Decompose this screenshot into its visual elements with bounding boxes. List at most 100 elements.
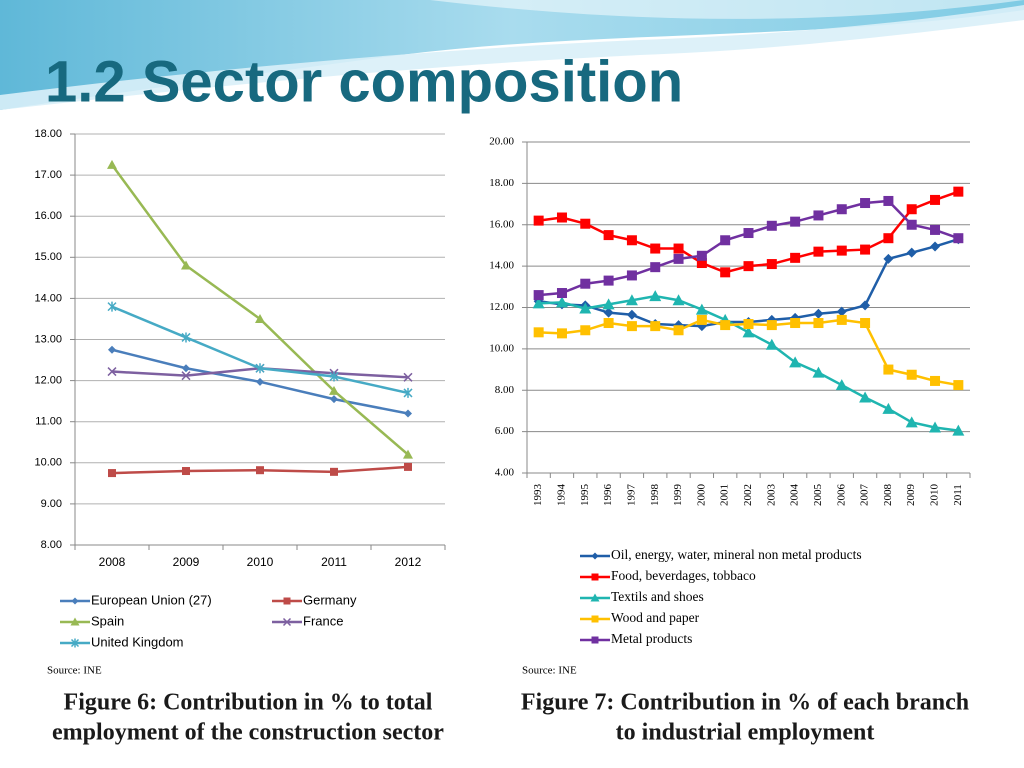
x-tick-label: 2005 (812, 484, 824, 507)
data-point (181, 332, 191, 343)
x-tick-label: 2009 (173, 555, 200, 569)
data-point (766, 320, 777, 331)
data-point (181, 371, 191, 381)
legend-label: Metal products (611, 631, 692, 646)
data-point (789, 356, 802, 368)
x-tick-label: 2010 (929, 484, 941, 507)
data-point (182, 467, 190, 476)
y-tick-label: 10.00 (489, 342, 514, 354)
x-tick-label: 2001 (719, 484, 731, 506)
data-point (556, 328, 567, 339)
x-tick-label: 2002 (742, 484, 754, 506)
data-point (742, 326, 755, 338)
data-point (108, 469, 116, 478)
data-point (556, 288, 567, 299)
x-tick-label: 2007 (859, 484, 871, 507)
data-point (650, 243, 661, 254)
legend-marker (591, 615, 599, 623)
data-point (626, 270, 637, 281)
y-tick-label: 20.00 (489, 136, 514, 148)
x-tick-label: 2006 (835, 484, 847, 507)
legend-marker (591, 636, 599, 644)
data-point (860, 198, 871, 209)
data-point (883, 364, 894, 375)
legend-marker (70, 638, 80, 648)
data-point (603, 275, 614, 286)
data-point (953, 186, 964, 197)
x-tick-label: 1994 (556, 484, 568, 507)
data-point (107, 367, 117, 377)
legend-marker (591, 573, 599, 581)
x-tick-label: 1993 (532, 484, 544, 507)
legend-label: France (303, 613, 343, 628)
caption: employment of the construction sector (52, 720, 444, 746)
legend-marker (282, 617, 292, 627)
data-point (930, 224, 941, 235)
slide-title: 1.2 Sector composition (45, 49, 683, 114)
y-tick-label: 17.00 (34, 169, 62, 181)
data-point (256, 466, 264, 475)
series-line (110, 164, 409, 456)
data-point (533, 327, 544, 338)
legend-label: European Union (27) (91, 592, 212, 607)
caption: Figure 6: Contribution in % to total (64, 690, 433, 716)
data-point (743, 319, 754, 330)
data-point (182, 364, 190, 373)
data-point (673, 325, 684, 336)
data-point (696, 314, 707, 325)
data-point (603, 307, 614, 318)
y-tick-label: 9.00 (41, 498, 62, 510)
data-point (813, 246, 824, 257)
data-point (836, 306, 847, 317)
data-point (329, 371, 339, 382)
data-point (720, 320, 731, 331)
data-point (743, 228, 754, 239)
data-point (556, 212, 567, 223)
legend-label: Spain (91, 613, 124, 628)
data-point (695, 303, 708, 315)
data-point (329, 385, 339, 395)
data-point (906, 219, 917, 230)
y-tick-label: 16.00 (34, 210, 62, 222)
header-ribbon (0, 5, 1024, 110)
y-tick-label: 12.00 (489, 301, 514, 313)
data-point (650, 321, 661, 332)
y-tick-label: 10.00 (34, 457, 62, 469)
data-point (812, 366, 825, 378)
series-line (538, 294, 959, 432)
data-point (906, 247, 917, 258)
legend-marker (70, 617, 80, 626)
data-point (533, 215, 544, 226)
x-tick-label: 2008 (882, 484, 894, 507)
source: Source: INE (522, 665, 577, 677)
source: Source: INE (47, 665, 102, 677)
data-point (953, 380, 964, 391)
y-tick-label: 8.00 (41, 539, 62, 551)
data-point (860, 300, 871, 311)
data-point (765, 338, 778, 350)
data-point (790, 216, 801, 227)
data-point (404, 409, 412, 418)
x-tick-label: 2011 (321, 555, 347, 569)
data-point (905, 416, 918, 428)
legend-label: Oil, energy, water, mineral non metal pr… (611, 547, 862, 562)
data-point (580, 278, 591, 289)
y-tick-label: 8.00 (495, 384, 515, 396)
data-point (403, 372, 413, 382)
data-point (930, 241, 941, 252)
legend-marker (71, 597, 79, 605)
x-tick-label: 1997 (625, 484, 637, 507)
data-point (650, 262, 661, 273)
y-tick-label: 18.00 (34, 128, 62, 140)
legend-label: United Kingdom (91, 634, 184, 649)
data-point (255, 313, 265, 323)
y-tick-label: 4.00 (495, 467, 515, 479)
data-point (603, 318, 614, 329)
data-point (860, 244, 871, 255)
data-point (626, 235, 637, 246)
data-point (929, 421, 942, 433)
data-point (813, 210, 824, 221)
data-point (255, 363, 265, 374)
chart: 8.00 9.00 10.00 11.00 12.00 13.00 14.00 15.00 16… (34, 128, 446, 746)
data-point (766, 259, 777, 270)
